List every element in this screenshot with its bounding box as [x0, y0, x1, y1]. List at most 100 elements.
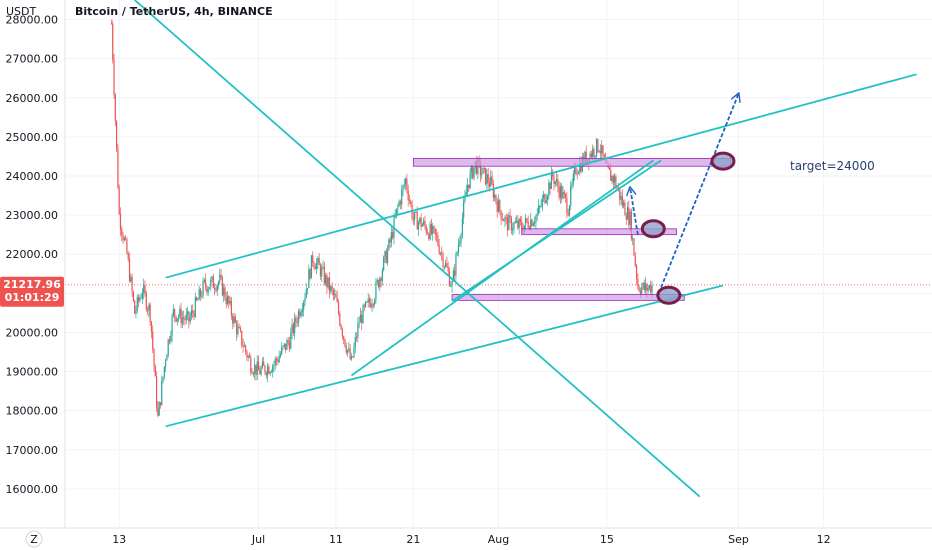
candle-body: [176, 318, 178, 322]
candle-body: [114, 94, 116, 121]
candle-body: [336, 297, 338, 302]
candle-body: [119, 214, 122, 230]
candle-body: [419, 217, 421, 223]
candle-body: [532, 223, 534, 226]
candle-body: [168, 339, 171, 342]
timezone-button[interactable]: Z: [25, 530, 43, 548]
candle-body: [223, 287, 225, 296]
candle-body: [425, 226, 427, 233]
candle-body: [287, 340, 289, 343]
candle-body: [229, 300, 231, 304]
candle-body: [439, 252, 442, 254]
candle-body: [211, 276, 213, 280]
trendline-lower-channel: [165, 284, 724, 428]
candle-body: [603, 154, 605, 158]
zone-mid: [521, 228, 677, 236]
candle-body: [594, 155, 596, 157]
candle-body: [140, 297, 142, 299]
candle-body: [519, 219, 522, 222]
candle-body: [208, 287, 211, 289]
candle-body: [568, 205, 571, 216]
candle-body: [157, 406, 159, 416]
candle-body: [325, 275, 327, 284]
x-tick-label: Jul: [251, 533, 265, 546]
candle-body: [557, 178, 559, 187]
candle-body: [144, 285, 146, 293]
candle-body: [166, 355, 168, 361]
candle-body: [634, 255, 636, 266]
candle-body: [646, 283, 648, 292]
target-arrow: [660, 94, 738, 288]
x-tick-label: 11: [329, 533, 343, 546]
candle-body: [256, 361, 258, 375]
candle-body: [372, 304, 374, 306]
candle-body: [323, 266, 325, 284]
candle-body: [116, 120, 118, 149]
trendline-upper-channel: [165, 73, 917, 279]
candle-body: [226, 296, 229, 304]
candle-body: [539, 205, 541, 207]
countdown-timer: 01:01:29: [5, 291, 60, 304]
candle-body: [576, 173, 578, 175]
candle-body: [113, 59, 115, 95]
candle-body: [286, 340, 288, 350]
candle-body: [237, 326, 239, 335]
candle-body: [389, 239, 391, 243]
candle-body: [562, 191, 564, 199]
candle-body: [642, 282, 644, 288]
candle-body: [437, 235, 439, 246]
timezone-button-circle[interactable]: [25, 530, 43, 548]
candle-body: [593, 148, 595, 157]
candle-body: [309, 269, 311, 279]
candle-body: [263, 361, 265, 366]
candle-body: [383, 257, 385, 271]
candle-body: [377, 280, 380, 288]
candle-body: [546, 195, 549, 201]
y-tick-label: 18000.00: [6, 405, 59, 418]
candle-body: [619, 188, 621, 200]
candle-body: [278, 356, 280, 363]
candle-body: [376, 280, 378, 283]
candle-body: [322, 266, 324, 268]
candle-body: [394, 215, 396, 218]
candle-body: [495, 194, 497, 202]
candle-body: [442, 253, 444, 267]
candle-body: [148, 304, 150, 311]
candle-body: [623, 202, 625, 206]
candle-body: [524, 218, 527, 226]
candle-body: [466, 184, 469, 193]
candle-body: [370, 302, 372, 308]
timezone-label[interactable]: Z: [30, 533, 38, 546]
candle-body: [534, 222, 536, 224]
candle-body: [552, 171, 554, 177]
candle-body: [126, 239, 128, 254]
candle-body: [202, 281, 204, 297]
candle-body: [494, 194, 496, 198]
candle-body: [343, 336, 345, 340]
candle-body: [313, 262, 315, 267]
candle-body: [508, 215, 510, 231]
candle-body: [300, 312, 302, 317]
candle-body: [290, 332, 292, 349]
candle-body: [171, 315, 173, 336]
candle-body: [163, 366, 165, 377]
candle-body: [141, 293, 144, 298]
candle-body: [315, 262, 318, 270]
candle-body: [125, 238, 127, 240]
candle-body: [270, 371, 273, 373]
candle-body: [566, 197, 568, 214]
candle-body: [514, 222, 516, 224]
highlight-circle: [710, 151, 736, 171]
candle-body: [412, 218, 414, 220]
candle-body: [530, 219, 532, 230]
candle-body: [488, 183, 491, 187]
candle-body: [334, 294, 336, 296]
candle-body: [327, 277, 329, 288]
candle-body: [497, 200, 500, 212]
candle-body: [517, 220, 519, 228]
candle-body: [616, 187, 618, 189]
candle-body: [550, 171, 552, 189]
x-tick-label: Sep: [728, 533, 749, 546]
candle-body: [426, 232, 429, 234]
